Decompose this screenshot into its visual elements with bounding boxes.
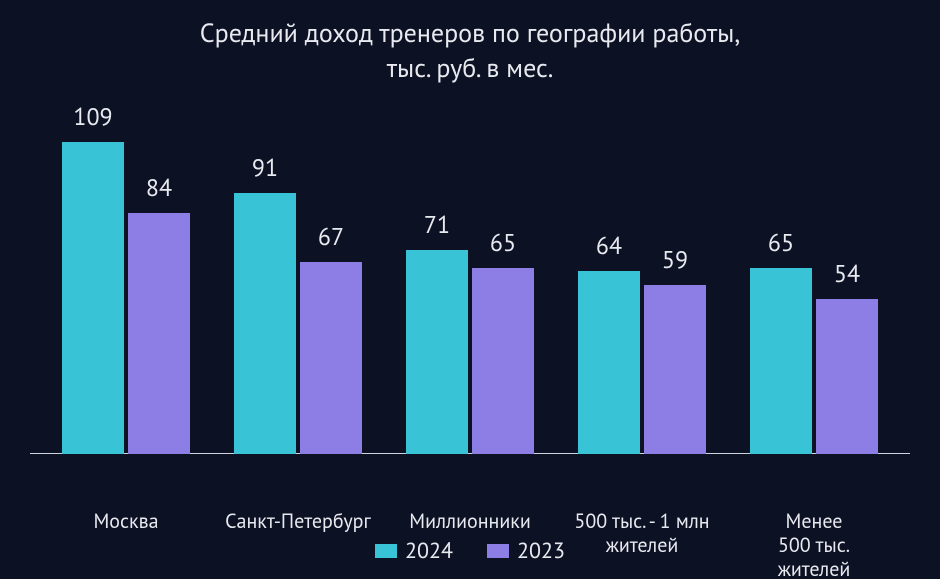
legend-swatch — [487, 544, 509, 558]
chart-title: Средний доход тренеров по географии рабо… — [0, 0, 940, 86]
bar-group: 6554 — [750, 268, 878, 454]
bar: 71 — [406, 250, 468, 454]
bar: 91 — [234, 193, 296, 454]
legend-label: 2023 — [517, 537, 565, 565]
legend: 2024 2023 — [0, 537, 940, 565]
bar-value-label: 65 — [750, 227, 812, 268]
category-label: Миллионники — [409, 509, 531, 533]
bar-value-label: 64 — [578, 230, 640, 271]
bar: 64 — [578, 271, 640, 454]
category-label: Санкт-Петербург — [225, 509, 371, 533]
bar-group: 9167 — [234, 193, 362, 454]
bar-value-label: 91 — [234, 152, 296, 193]
bar-value-label: 59 — [644, 244, 706, 285]
bar: 59 — [644, 285, 706, 454]
bar-value-label: 109 — [62, 101, 124, 142]
bar: 65 — [472, 268, 534, 454]
bar: 54 — [816, 299, 878, 454]
legend-item: 2023 — [487, 537, 565, 565]
bar: 67 — [300, 262, 362, 454]
bar: 109 — [62, 142, 124, 454]
bar-value-label: 54 — [816, 258, 878, 299]
legend-swatch — [375, 544, 397, 558]
bar-group: 7165 — [406, 250, 534, 454]
bar: 65 — [750, 268, 812, 454]
bar-group: 10984 — [62, 142, 190, 454]
bar-value-label: 67 — [300, 221, 362, 262]
bar-value-label: 84 — [128, 172, 190, 213]
chart-container: Средний доход тренеров по географии рабо… — [0, 0, 940, 579]
category-label: Москва — [93, 509, 158, 533]
legend-label: 2024 — [405, 537, 453, 565]
bar-group: 6459 — [578, 271, 706, 454]
bar-value-label: 71 — [406, 209, 468, 250]
plot-area: 109849167716564596554 — [40, 110, 900, 454]
bar: 84 — [128, 213, 190, 454]
legend-item: 2024 — [375, 537, 453, 565]
bar-value-label: 65 — [472, 227, 534, 268]
